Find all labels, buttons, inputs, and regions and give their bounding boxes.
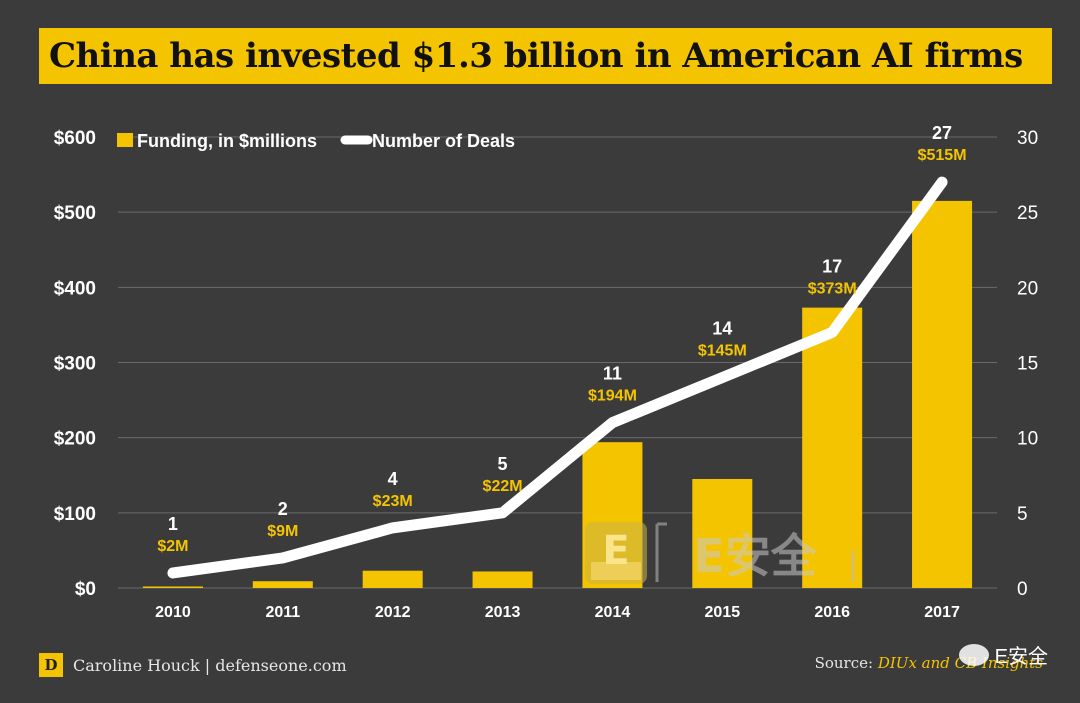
title-banner: China has invested $1.3 billion in Ameri… bbox=[39, 28, 1052, 84]
x-axis-tick-label: 2010 bbox=[155, 604, 191, 621]
funding-data-label: $515M bbox=[918, 147, 967, 164]
funding-bar bbox=[582, 442, 643, 588]
funding-bar bbox=[252, 581, 313, 588]
left-axis-tick-label: $500 bbox=[54, 203, 96, 224]
author-credit: Caroline Houck | defenseone.com bbox=[73, 655, 347, 675]
legend-label-funding: Funding, in $millions bbox=[137, 131, 317, 151]
funding-bar bbox=[472, 571, 533, 588]
source-value: DIUx and CB Insights bbox=[877, 654, 1043, 672]
right-axis-tick-label: 25 bbox=[1017, 203, 1038, 224]
left-axis-tick-label: $0 bbox=[75, 579, 96, 600]
funding-bar bbox=[802, 307, 863, 588]
left-axis-tick-label: $200 bbox=[54, 429, 96, 450]
x-axis-tick-label: 2017 bbox=[924, 604, 960, 621]
defenseone-logo-icon: D bbox=[39, 653, 63, 677]
funding-bar bbox=[142, 586, 203, 588]
x-axis-tick-label: 2011 bbox=[265, 604, 300, 621]
footer-source: Source: DIUx and CB Insights bbox=[815, 654, 1043, 672]
right-axis-tick-label: 30 bbox=[1017, 128, 1038, 149]
left-axis-tick-label: $100 bbox=[54, 504, 96, 525]
funding-data-label: $23M bbox=[373, 493, 413, 510]
x-axis-tick-label: 2013 bbox=[485, 604, 521, 621]
right-axis-tick-label: 20 bbox=[1017, 278, 1038, 299]
source-label: Source: bbox=[814, 654, 874, 672]
x-axis-tick-label: 2015 bbox=[705, 604, 741, 621]
deals-data-label: 1 bbox=[168, 514, 178, 534]
funding-data-label: $145M bbox=[698, 343, 747, 360]
left-axis-tick-label: $600 bbox=[54, 128, 96, 149]
deals-data-label: 5 bbox=[498, 454, 508, 474]
deals-data-label: 17 bbox=[822, 257, 842, 277]
legend-swatch-funding bbox=[117, 133, 133, 147]
x-axis-tick-label: 2012 bbox=[375, 604, 411, 621]
funding-data-label: $2M bbox=[157, 538, 188, 555]
watermark-corner-text: E安全 bbox=[994, 646, 1048, 668]
chart-title: China has invested $1.3 billion in Ameri… bbox=[49, 36, 1023, 76]
deals-line bbox=[167, 176, 948, 579]
right-axis-tick-label: 15 bbox=[1017, 354, 1038, 375]
left-axis-tick-label: $400 bbox=[54, 278, 96, 299]
right-axis-tick-label: 10 bbox=[1017, 429, 1038, 450]
deals-data-label: 14 bbox=[712, 319, 732, 339]
funding-data-label: $373M bbox=[808, 281, 857, 298]
wechat-icon bbox=[958, 643, 989, 666]
funding-bar bbox=[362, 570, 423, 588]
funding-bar bbox=[692, 479, 753, 588]
funding-data-label: $22M bbox=[483, 478, 523, 495]
legend-label-deals: Number of Deals bbox=[372, 131, 515, 151]
left-axis-tick-label: $300 bbox=[54, 354, 96, 375]
right-axis-tick-label: 5 bbox=[1017, 504, 1028, 525]
watermark-corner: E安全 bbox=[958, 640, 1048, 669]
deals-data-label: 27 bbox=[932, 123, 952, 143]
deals-data-label: 11 bbox=[603, 364, 622, 384]
funding-bar bbox=[912, 200, 973, 588]
funding-data-label: $194M bbox=[588, 388, 637, 405]
x-axis-tick-label: 2014 bbox=[595, 604, 631, 621]
x-axis-tick-label: 2016 bbox=[814, 604, 850, 621]
funding-data-label: $9M bbox=[267, 523, 298, 540]
footer-credit: D Caroline Houck | defenseone.com bbox=[39, 652, 347, 678]
right-axis-tick-label: 0 bbox=[1017, 579, 1028, 600]
deals-data-label: 4 bbox=[388, 469, 398, 489]
deals-data-label: 2 bbox=[278, 499, 288, 519]
